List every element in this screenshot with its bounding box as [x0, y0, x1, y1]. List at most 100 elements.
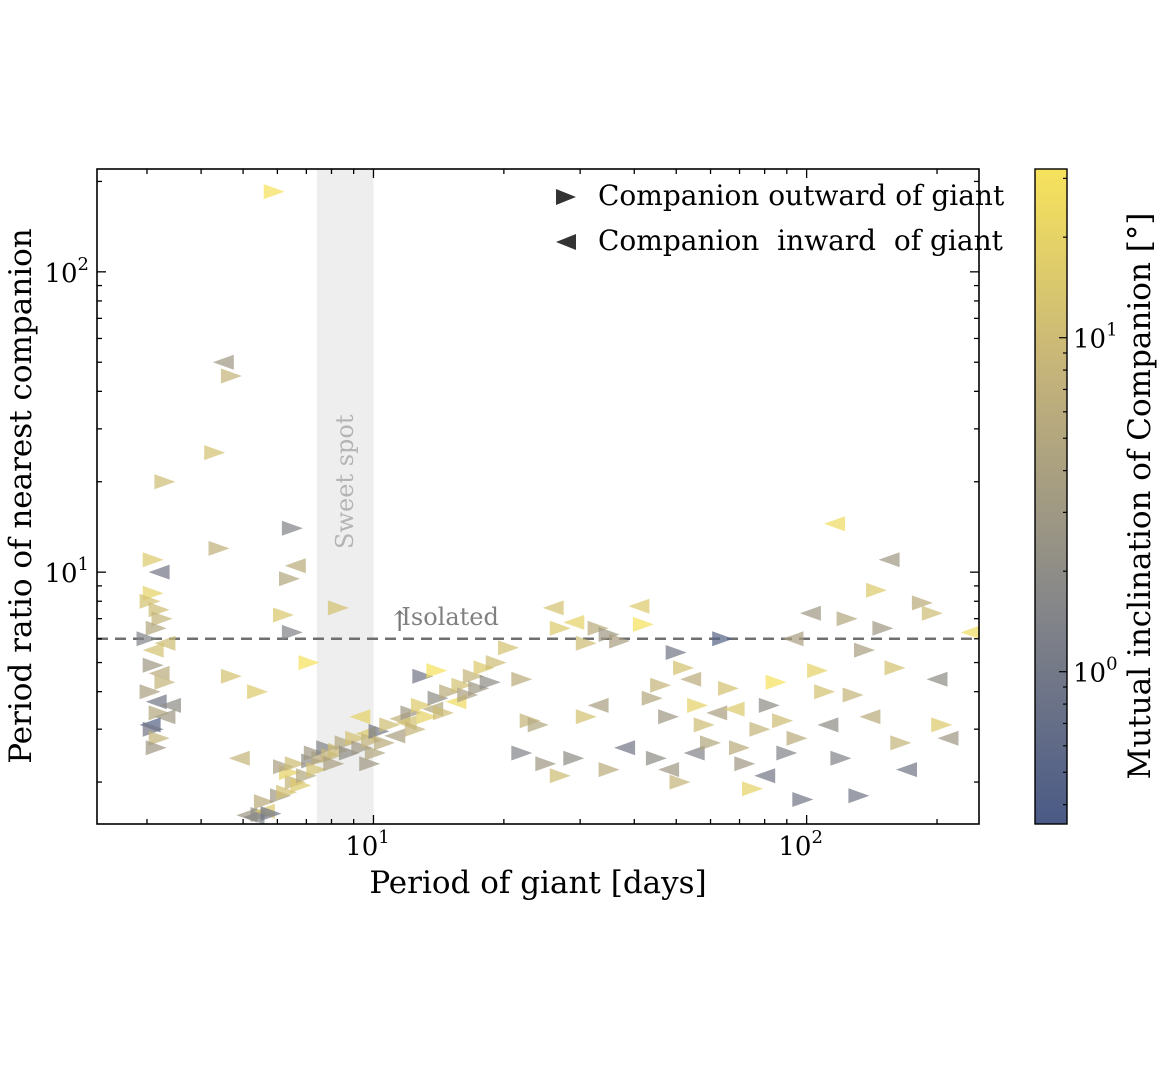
inward-companion-point [782, 631, 804, 647]
outward-companion-point [772, 713, 794, 729]
outward-companion-point [866, 582, 887, 598]
outward-companion-point [884, 660, 906, 676]
outward-companion-point [776, 745, 798, 761]
outward-companion-point [303, 745, 325, 761]
outward-companion-point [345, 730, 367, 746]
outward-companion-point [136, 631, 158, 647]
outward-companion-point [598, 762, 620, 778]
inward-companion-point [148, 665, 170, 681]
outward-companion-point [836, 611, 858, 627]
inward-companion-point [896, 762, 917, 778]
outward-companion-point [734, 756, 756, 772]
inward-companion-point [284, 558, 306, 574]
outward-companion-point [145, 620, 167, 636]
inward-companion-point [628, 598, 650, 614]
outward-companion-point [511, 671, 533, 687]
outward-companion-point [139, 593, 161, 609]
outward-companion-point [373, 735, 395, 751]
outward-companion-point [368, 723, 390, 739]
outward-companion-point [848, 788, 870, 804]
outward-companion-point [786, 730, 808, 746]
outward-companion-point [416, 709, 438, 725]
outward-companion-point [641, 690, 663, 706]
outward-companion-point [279, 571, 300, 587]
colorbar-tick-label-1: 101 [1073, 320, 1118, 355]
outward-companion-point [814, 684, 836, 700]
outward-companion-point [148, 705, 170, 721]
outward-companion-point [247, 684, 269, 700]
outward-companion-point [575, 709, 597, 725]
legend-outward-marker-icon [556, 189, 576, 205]
outward-companion-point [729, 740, 750, 756]
outward-companion-point [208, 540, 230, 556]
inward-companion-point [723, 701, 745, 717]
outward-companion-point [872, 620, 894, 636]
colorbar-ticks: 100 101 [1059, 177, 1118, 806]
inward-companion-point [799, 605, 821, 621]
colorbar [1034, 168, 1068, 825]
inward-companion-point [960, 625, 979, 639]
outward-companion-point [468, 680, 490, 696]
outward-companion-point [742, 781, 763, 797]
outward-companion-point [563, 750, 585, 766]
outward-companion-point [645, 750, 667, 766]
outward-companion-point [220, 368, 242, 384]
inward-companion-point [614, 740, 636, 756]
outward-companion-point [379, 717, 401, 733]
outward-companion-point [290, 777, 312, 793]
inward-companion-point [154, 635, 176, 651]
x-axis-label: Period of giant [days] [369, 865, 706, 901]
inward-companion-point [926, 671, 948, 687]
inward-companion-point [160, 697, 181, 713]
outward-companion-point [253, 794, 275, 810]
outward-companion-point [273, 607, 294, 623]
legend-outward-label: Companion outward of giant [598, 179, 1005, 212]
inward-companion-point [817, 717, 839, 733]
inward-companion-point [142, 642, 164, 658]
outward-companion-point [151, 611, 173, 627]
outward-companion-point [426, 663, 448, 679]
outward-companion-point [281, 624, 303, 640]
outward-companion-point [535, 756, 557, 772]
outward-companion-point [479, 674, 501, 690]
outward-companion-point [404, 721, 426, 737]
inward-companion-point [148, 564, 170, 580]
data-points [136, 184, 979, 824]
inward-companion-point [658, 762, 680, 778]
outward-companion-point [260, 806, 282, 822]
sweet-spot-label: Sweet spot [331, 414, 359, 549]
outward-companion-point [142, 657, 164, 673]
outward-companion-point [758, 697, 780, 713]
outward-companion-point [427, 690, 449, 706]
inward-companion-point [706, 705, 728, 721]
isolated-arrow-icon: ↑ [388, 605, 411, 638]
outward-companion-point [432, 705, 454, 721]
outward-companion-point [718, 680, 739, 696]
inward-companion-point [587, 697, 609, 713]
colorbar-label: Mutual inclination of Companion [°] [1122, 213, 1158, 780]
outward-companion-point [351, 740, 373, 756]
inward-companion-point [349, 709, 371, 725]
inward-companion-point [154, 709, 176, 725]
outward-companion-point [632, 616, 654, 632]
outward-companion-point [298, 655, 320, 671]
y-tick-label-1: 102 [44, 254, 89, 289]
outward-companion-point [700, 735, 721, 751]
inward-companion-point [228, 750, 250, 766]
outward-companion-point [142, 552, 164, 568]
outward-companion-point [327, 600, 349, 616]
outward-companion-point [549, 768, 571, 784]
outward-companion-point [359, 756, 381, 772]
outward-companion-point [498, 640, 519, 656]
outward-companion-point [669, 774, 691, 790]
outward-companion-point [687, 697, 709, 713]
outward-companion-point [263, 184, 285, 200]
outward-companion-point [306, 762, 328, 778]
outward-companion-point [575, 635, 597, 651]
outward-companion-point [327, 742, 349, 758]
outward-companion-point [842, 687, 864, 703]
plot-frame [96, 168, 980, 825]
outward-companion-point [410, 697, 432, 713]
outward-companion-point [323, 756, 345, 772]
outward-companion-point [439, 684, 461, 700]
